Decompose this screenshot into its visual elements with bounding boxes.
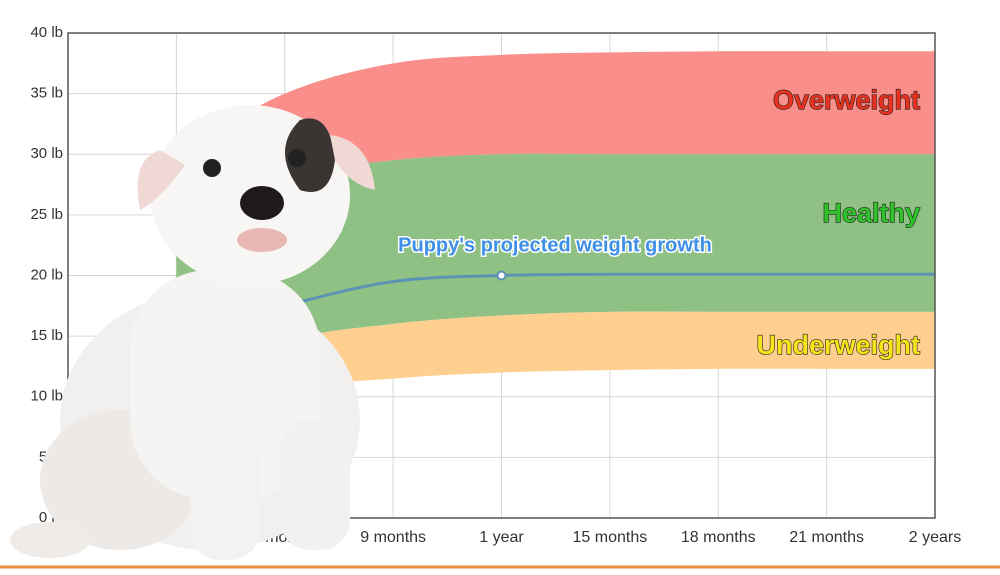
x-tick-label: 1 year (479, 529, 524, 546)
weight-band (176, 51, 935, 240)
weight-band (176, 311, 935, 434)
y-tick-label: 10 lb (30, 388, 63, 405)
x-tick-label: 15 months (573, 529, 648, 546)
y-tick-label: 15 lb (30, 327, 63, 344)
y-tick-label: 35 lb (30, 85, 63, 102)
x-tick-label: 18 months (681, 529, 756, 546)
puppy-image (10, 105, 375, 560)
growth-point (496, 270, 507, 281)
y-tick-label: 30 lb (30, 145, 63, 162)
y-tick-label: 25 lb (30, 206, 63, 223)
band-label: Healthy (822, 198, 920, 228)
x-tick-label: 21 months (789, 529, 864, 546)
band-label: Underweight (756, 330, 920, 360)
x-tick-label: 2 years (909, 529, 961, 546)
y-tick-label: 40 lb (30, 24, 63, 41)
x-tick-label: 9 months (360, 529, 426, 546)
band-label: Overweight (773, 85, 920, 115)
y-tick-label: 20 lb (30, 266, 63, 283)
line-label: Puppy's projected weight growth (398, 234, 712, 256)
plot-border (67, 32, 936, 519)
